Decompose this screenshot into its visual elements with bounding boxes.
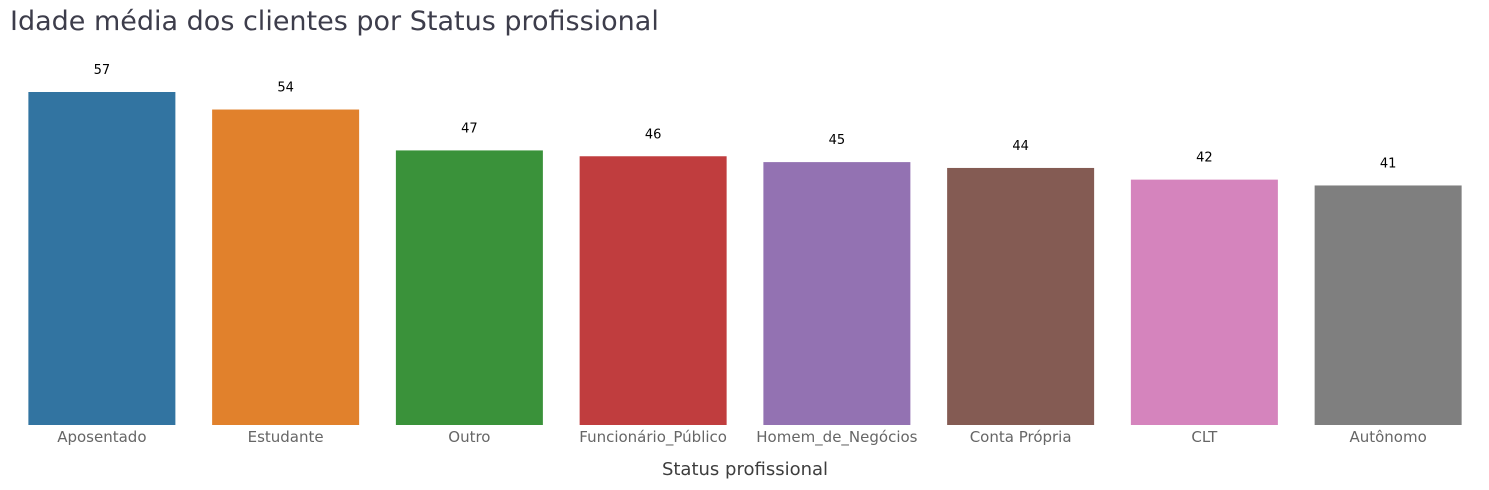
x-axis-title: Status profissional [662, 459, 828, 480]
value-label-2: 47 [461, 121, 478, 136]
bar-3 [579, 156, 727, 425]
bar-4 [763, 162, 911, 426]
x-tick-label-1: Estudante [248, 428, 324, 446]
bar-2 [395, 150, 543, 426]
x-tick-label-2: Outro [448, 428, 490, 446]
value-label-1: 54 [277, 81, 294, 96]
value-label-4: 45 [829, 133, 846, 148]
x-tick-label-4: Homem_de_Negócios [756, 428, 917, 447]
x-tick-label-0: Aposentado [57, 428, 146, 446]
x-tick-label-5: Conta Própria [970, 428, 1072, 446]
chart-title: Idade média dos clientes por Status prof… [10, 6, 659, 37]
bars-group [28, 92, 1462, 426]
bar-7 [1314, 185, 1462, 425]
bar-0 [28, 92, 176, 425]
bar-1 [212, 109, 360, 425]
bar-5 [947, 167, 1095, 425]
x-tick-label-7: Autônomo [1349, 428, 1426, 446]
value-label-5: 44 [1012, 139, 1029, 154]
x-tick-labels-group: Aposentado Estudante Outro Funcionário_Públ… [57, 428, 1427, 447]
bar-6 [1130, 179, 1278, 425]
value-label-6: 42 [1196, 151, 1213, 166]
value-labels-group: 57 54 47 46 45 44 42 41 [94, 63, 1397, 171]
value-label-7: 41 [1380, 156, 1397, 171]
x-tick-label-3: Funcionário_Público [579, 428, 727, 447]
value-label-3: 46 [645, 127, 662, 142]
x-tick-label-6: CLT [1191, 428, 1218, 446]
value-label-0: 57 [94, 63, 111, 78]
